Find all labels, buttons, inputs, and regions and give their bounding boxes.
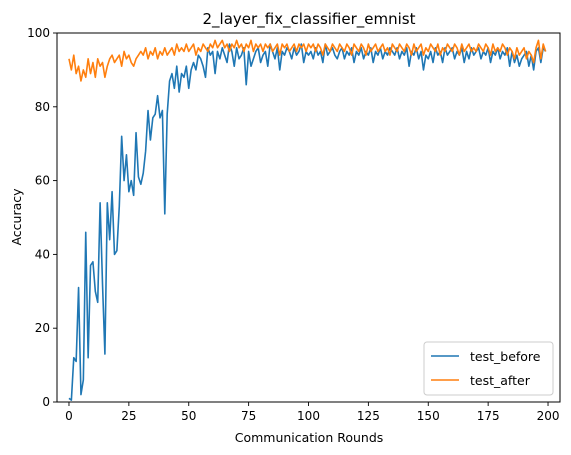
series-line-test-after	[68, 39, 547, 82]
x-axis-label: Communication Rounds	[235, 430, 384, 445]
x-tick-label: 75	[241, 409, 256, 423]
x-tick-label: 125	[357, 409, 380, 423]
y-axis: 0 20 40 60 80 100	[27, 26, 57, 409]
x-tick-label: 50	[181, 409, 196, 423]
y-tick-label: 20	[35, 321, 50, 335]
x-tick-label: 200	[537, 409, 560, 423]
x-tick-label: 25	[121, 409, 136, 423]
y-tick-label: 0	[42, 395, 50, 409]
legend-label-test-after: test_after	[470, 373, 531, 388]
legend: test_before test_after	[423, 341, 554, 396]
x-axis: 0 25 50 75 100 125 150 175 200	[65, 402, 559, 423]
legend-label-test-before: test_before	[470, 349, 541, 364]
series-line-test-before	[68, 43, 547, 401]
y-tick-label: 40	[35, 247, 50, 261]
x-tick-label: 175	[477, 409, 500, 423]
y-tick-label: 100	[27, 26, 50, 40]
x-tick-label: 100	[297, 409, 320, 423]
chart-title: 2_layer_fix_classifier_emnist	[203, 10, 416, 29]
y-axis-label: Accuracy	[9, 188, 24, 246]
series-layer	[68, 39, 547, 401]
x-tick-label: 150	[417, 409, 440, 423]
x-tick-label: 0	[65, 409, 73, 423]
y-tick-label: 80	[35, 100, 50, 114]
y-tick-label: 60	[35, 174, 50, 188]
